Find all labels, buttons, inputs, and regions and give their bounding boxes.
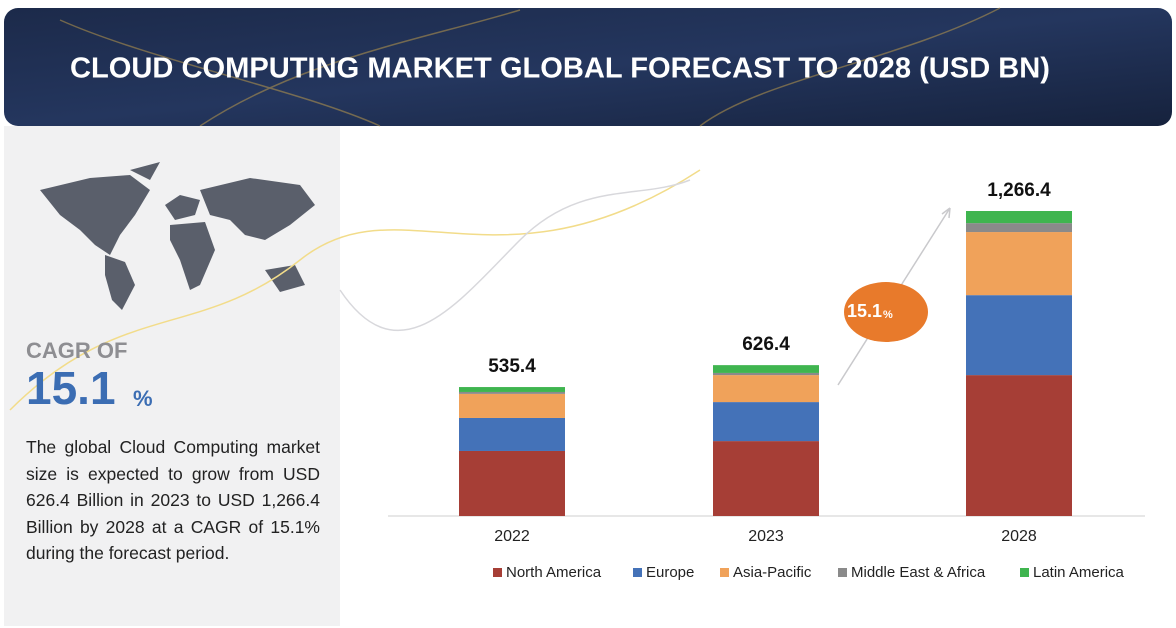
header-title: CLOUD COMPUTING MARKET GLOBAL FORECAST T… — [70, 53, 1050, 85]
bar-segment — [966, 375, 1072, 516]
x-tick-label: 2022 — [494, 528, 530, 545]
total-label: 1,266.4 — [987, 180, 1051, 201]
legend-label: Middle East & Africa — [851, 564, 986, 581]
legend-label: Latin America — [1033, 564, 1125, 581]
legend-swatch — [720, 568, 729, 577]
bar-segment — [459, 387, 565, 392]
legend-swatch — [493, 568, 502, 577]
badge-value: 15.1 — [847, 301, 882, 321]
bar-segment — [459, 417, 565, 451]
cagr-badge — [844, 282, 928, 342]
bar-segment — [713, 441, 819, 516]
bar-segment — [713, 372, 819, 376]
bar-segment — [459, 393, 565, 418]
cagr-value: 15.1 — [26, 362, 116, 414]
world-map — [40, 162, 315, 310]
legend-label: Europe — [646, 564, 694, 581]
bar-segment — [713, 365, 819, 373]
cagr-unit: % — [133, 386, 153, 411]
bar-segment — [966, 295, 1072, 376]
badge-unit: % — [883, 309, 893, 321]
decor-curve — [9, 169, 701, 411]
bar-segment — [713, 375, 819, 403]
bar-segment — [459, 450, 565, 516]
legend-swatch — [838, 568, 847, 577]
bar-segment — [966, 223, 1072, 233]
cagr-label: CAGR OF — [26, 338, 127, 363]
decor-curve — [339, 179, 691, 332]
x-tick-label: 2028 — [1001, 528, 1037, 545]
bar-segment — [713, 402, 819, 442]
legend-label: North America — [506, 564, 602, 581]
description: The global Cloud Computing market size i… — [26, 437, 320, 563]
legend-swatch — [633, 568, 642, 577]
trend-arrowhead — [941, 207, 951, 219]
total-label: 535.4 — [488, 356, 536, 377]
x-tick-label: 2023 — [748, 528, 784, 545]
header-streaks — [59, 7, 1001, 127]
bar-segment — [966, 232, 1072, 296]
bar-segment — [459, 391, 565, 394]
legend-swatch — [1020, 568, 1029, 577]
total-label: 626.4 — [742, 334, 790, 355]
legend-label: Asia-Pacific — [733, 564, 812, 581]
bar-segment — [966, 211, 1072, 224]
